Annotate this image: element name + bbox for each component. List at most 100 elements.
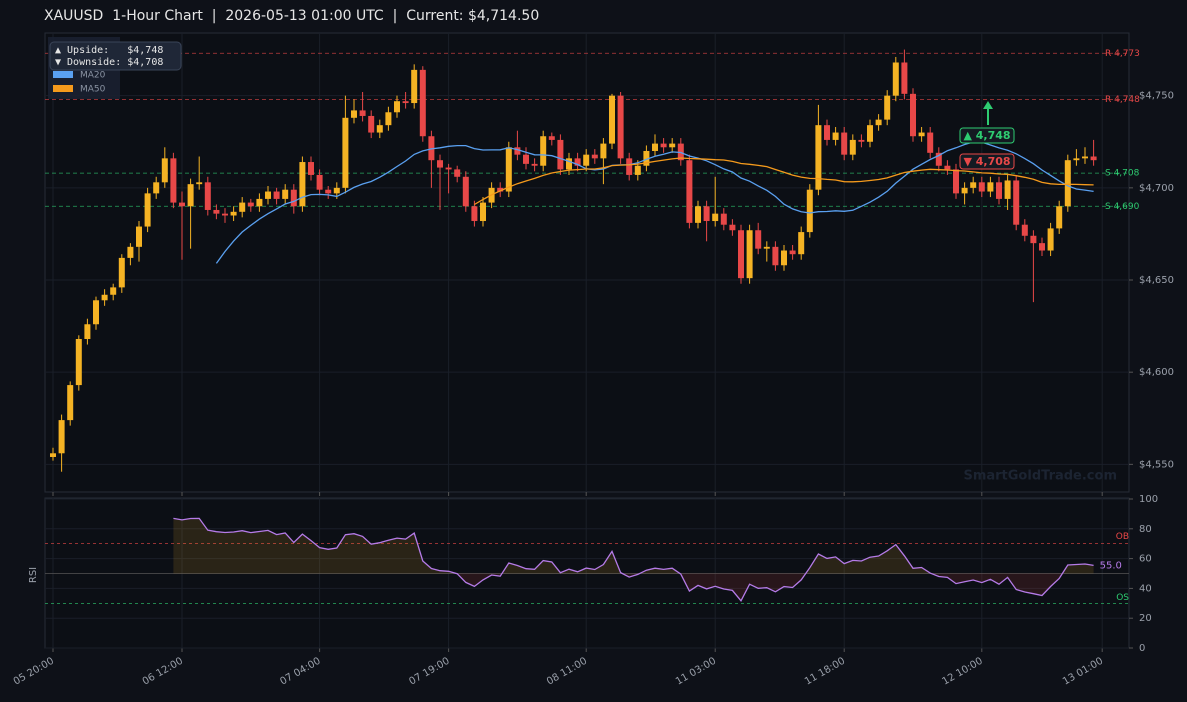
- candle-body: [222, 213, 228, 216]
- candle-body: [970, 182, 977, 188]
- candle-body: [531, 163, 538, 166]
- candle-body: [179, 202, 185, 207]
- candle-body: [720, 213, 727, 225]
- candle-body: [118, 257, 125, 288]
- candle-body: [729, 224, 736, 231]
- candle-body: [505, 147, 512, 192]
- candle-body: [256, 198, 263, 207]
- rsi-panel: [44, 497, 1130, 649]
- candle-body: [161, 158, 168, 183]
- oversold-label: OS: [1116, 593, 1129, 603]
- arrow-head: [983, 101, 993, 109]
- candle-body: [617, 95, 624, 159]
- y-tick-label: $4,650: [1139, 275, 1174, 286]
- candle-body: [273, 191, 280, 199]
- candle-body: [763, 246, 770, 249]
- candle-body: [600, 143, 607, 159]
- candle-body: [806, 189, 813, 233]
- annotation-label: ▼ 4,708: [963, 155, 1010, 168]
- y-tick-label: 80: [1139, 524, 1152, 535]
- candle-body: [342, 117, 349, 188]
- candle-body: [712, 213, 719, 222]
- candle-body: [695, 206, 701, 223]
- candle-body: [299, 162, 306, 207]
- candle-body: [961, 187, 968, 194]
- candle-body: [385, 112, 392, 126]
- candle-body: [196, 182, 203, 185]
- candle-body: [591, 154, 598, 159]
- candle-body: [144, 193, 151, 227]
- candle-body: [583, 154, 590, 166]
- candle-body: [781, 250, 787, 266]
- candle-body: [1030, 235, 1037, 244]
- candle-body: [316, 174, 323, 190]
- y-tick-label: $4,600: [1139, 367, 1174, 378]
- candle-body: [308, 162, 314, 175]
- level-label: S 4,708: [1105, 169, 1140, 179]
- candle-body: [987, 182, 994, 192]
- moving-average: [474, 157, 1094, 206]
- candle-body: [918, 132, 925, 137]
- candle-body: [772, 246, 779, 266]
- candle-body: [574, 158, 581, 166]
- legend-swatch: [53, 85, 73, 92]
- candle-body: [136, 226, 142, 247]
- candle-body: [1013, 180, 1020, 225]
- legend-label: MA20: [80, 71, 106, 81]
- candle-body: [686, 160, 693, 223]
- candle-body: [815, 125, 822, 190]
- candle-body: [75, 339, 82, 386]
- candle-body: [1056, 206, 1063, 229]
- candle-body: [1073, 158, 1080, 161]
- candle-body: [394, 101, 400, 113]
- candle-body: [351, 110, 357, 118]
- candle-body: [411, 69, 418, 104]
- candle-body: [333, 187, 340, 194]
- candle-body: [1082, 156, 1088, 159]
- candle-body: [50, 453, 56, 457]
- candle-body: [609, 95, 615, 144]
- candle-body: [634, 165, 641, 175]
- candle-body: [746, 230, 753, 279]
- candle-body: [84, 324, 91, 339]
- y-tick-label: 20: [1139, 613, 1152, 624]
- candle-body: [1064, 160, 1071, 207]
- candle-body: [325, 189, 332, 194]
- candle-body: [1039, 243, 1045, 251]
- candle-body: [290, 189, 297, 207]
- candle-body: [402, 101, 409, 104]
- candle-body: [1004, 180, 1011, 199]
- candle-body: [480, 202, 486, 222]
- candle-body: [230, 211, 237, 216]
- candle-body: [849, 139, 856, 155]
- candle-body: [514, 147, 521, 155]
- candle-body: [204, 182, 211, 210]
- level-label: S 4,690: [1105, 202, 1140, 212]
- candle-body: [944, 165, 951, 170]
- candle-body: [643, 150, 650, 166]
- candle-body: [419, 69, 426, 137]
- candle-body: [901, 62, 908, 94]
- overbought-label: OB: [1116, 532, 1129, 542]
- candle-body: [282, 189, 289, 199]
- y-tick-label: 100: [1139, 494, 1158, 505]
- candle-body: [540, 136, 547, 166]
- candle-body: [953, 169, 959, 194]
- candle-body: [67, 385, 74, 421]
- watermark: SmartGoldTrade.com: [963, 469, 1117, 484]
- candle-body: [368, 115, 375, 133]
- price-panel: [44, 32, 1130, 493]
- annotation-box: [959, 153, 1015, 170]
- candle-body: [170, 158, 177, 203]
- candle-body: [789, 250, 796, 255]
- y-tick-label: $4,550: [1139, 459, 1174, 470]
- annotation-label: ▲ 4,748: [963, 129, 1010, 142]
- legend-label: MA50: [80, 85, 106, 95]
- candle-body: [935, 152, 942, 166]
- candle-body: [497, 187, 504, 192]
- candle-body: [93, 300, 99, 325]
- candle-body: [1090, 156, 1097, 161]
- candle-body: [626, 158, 633, 175]
- y-tick-label: $4,750: [1139, 91, 1174, 102]
- candle-body: [428, 136, 435, 161]
